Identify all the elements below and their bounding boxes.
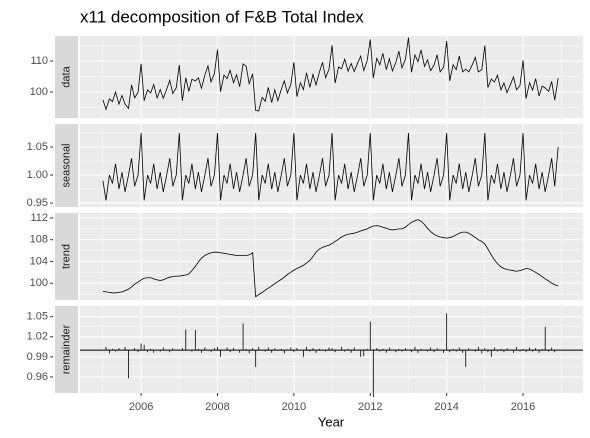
y-tick-label: 100	[30, 277, 48, 289]
y-tick-label: 1.02	[27, 331, 48, 343]
panel-background	[80, 213, 583, 300]
x-axis-title: Year	[318, 414, 345, 429]
series-line	[102, 37, 559, 112]
y-tick-label: 1.00	[27, 169, 48, 181]
strip-label: seasonal	[60, 143, 72, 187]
y-tick-label: 104	[30, 255, 48, 267]
series-line	[102, 219, 559, 298]
series-line	[102, 132, 559, 201]
y-tick-label: 0.99	[27, 351, 48, 363]
y-tick-label: 0.96	[27, 371, 48, 383]
chart-title: x11 decomposition of F&B Total Index	[80, 7, 364, 26]
x-tick-label: 2016	[511, 401, 535, 413]
panel-background	[80, 306, 583, 393]
strip	[55, 306, 78, 393]
x-tick-label: 2010	[282, 401, 306, 413]
strip-label: remainder	[60, 324, 72, 374]
strip	[55, 124, 78, 207]
strip	[55, 213, 78, 300]
strip-label: trend	[60, 244, 72, 269]
x-tick-label: 2006	[129, 401, 153, 413]
strip-label: data	[60, 65, 72, 87]
x-tick-label: 2008	[205, 401, 229, 413]
strip	[55, 36, 78, 118]
y-tick-label: 110	[30, 55, 48, 67]
y-tick-label: 112	[30, 212, 48, 224]
y-tick-label: 0.95	[27, 197, 48, 209]
x-tick-label: 2014	[434, 401, 458, 413]
y-tick-label: 100	[30, 86, 48, 98]
y-tick-label: 1.05	[27, 311, 48, 323]
y-tick-label: 1.05	[27, 141, 48, 153]
y-tick-label: 108	[30, 234, 48, 246]
x-tick-label: 2012	[358, 401, 382, 413]
